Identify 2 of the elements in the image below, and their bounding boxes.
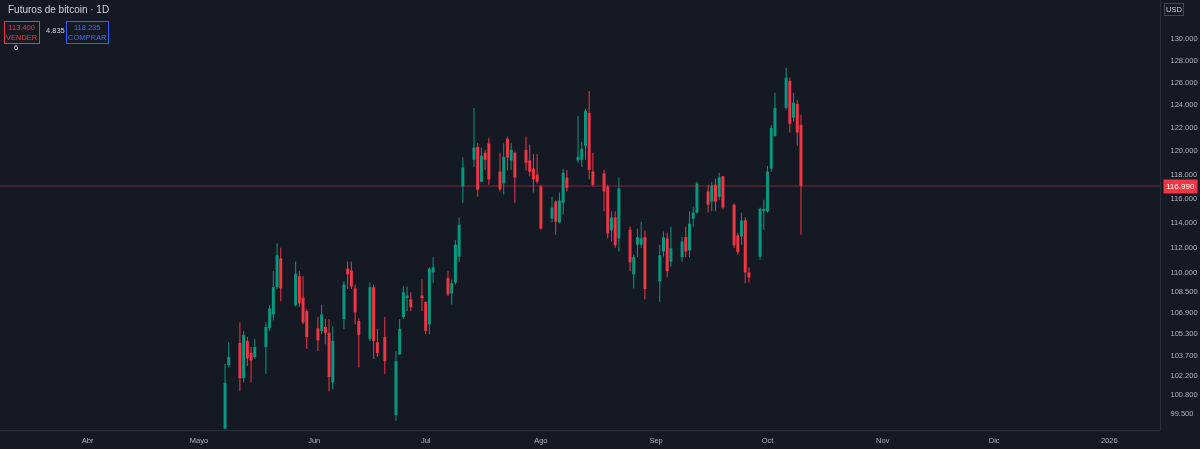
ref-line-label: 116.990 [1166, 182, 1195, 191]
chart-title: Futuros de bitcoin · 1D [8, 3, 110, 15]
